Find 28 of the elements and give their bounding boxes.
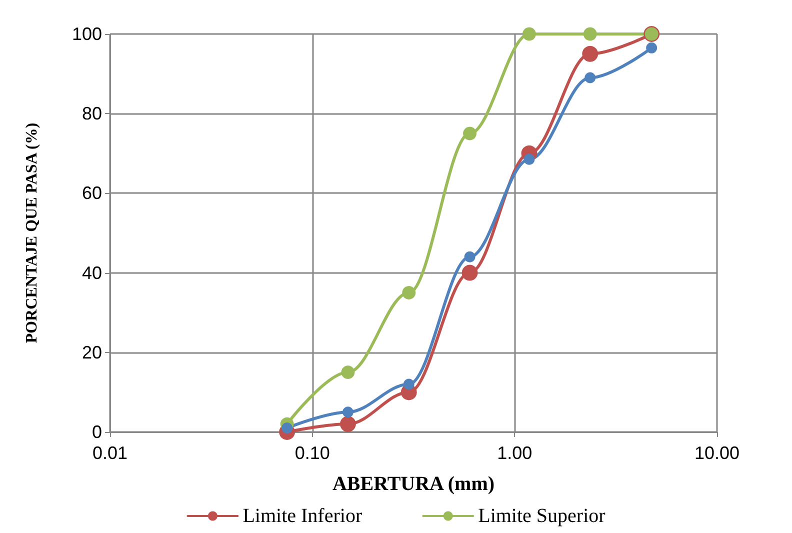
x-tick-label: 1.00 [497,443,532,463]
point [524,154,535,165]
point [402,286,416,300]
point [463,126,477,140]
y-tick-label: 40 [82,262,102,283]
point [522,27,536,41]
y-tick-label: 100 [72,24,102,44]
legend-label: Limite Superior [478,505,606,527]
point [340,416,356,432]
point [462,264,478,281]
point [646,42,658,54]
point [341,366,355,380]
point [464,251,476,262]
point [582,46,598,62]
y-tick-label: 20 [82,342,102,362]
x-axis-title: ABERTURA (mm) [332,473,495,495]
point [583,27,597,41]
point [342,406,354,418]
point [403,378,414,390]
y-tick-label: 60 [82,183,102,204]
y-tick-label: 0 [92,422,102,442]
legend-label: Limite Inferior [242,505,362,527]
y-axis-title: PORCENTAJE QUE PASA (%) [24,122,40,344]
x-tick-label: 0.10 [294,443,330,463]
x-tick-label: 0.01 [92,443,128,463]
point [584,72,596,84]
y-tick-label: 80 [82,104,102,124]
x-tick-label: 10.00 [694,443,740,463]
